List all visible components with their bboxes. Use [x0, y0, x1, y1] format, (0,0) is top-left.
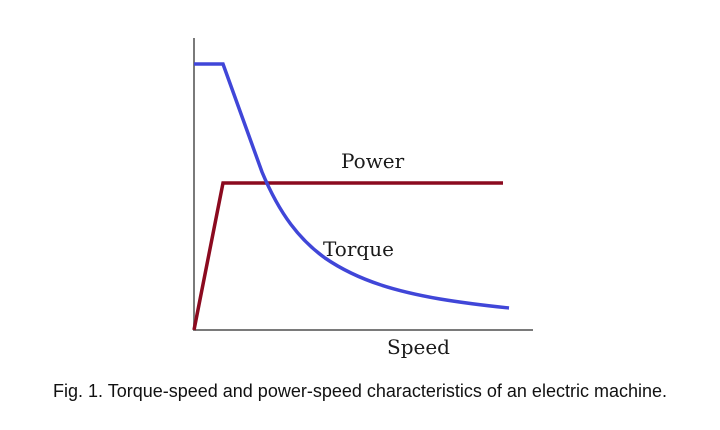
torque-label: Torque — [323, 237, 394, 261]
figure-caption: Fig. 1. Torque-speed and power-speed cha… — [53, 381, 667, 401]
x-axis-label: Speed — [387, 335, 450, 359]
power-line — [192, 181, 503, 331]
power-label: Power — [341, 149, 405, 173]
torque-line — [194, 62, 510, 310]
